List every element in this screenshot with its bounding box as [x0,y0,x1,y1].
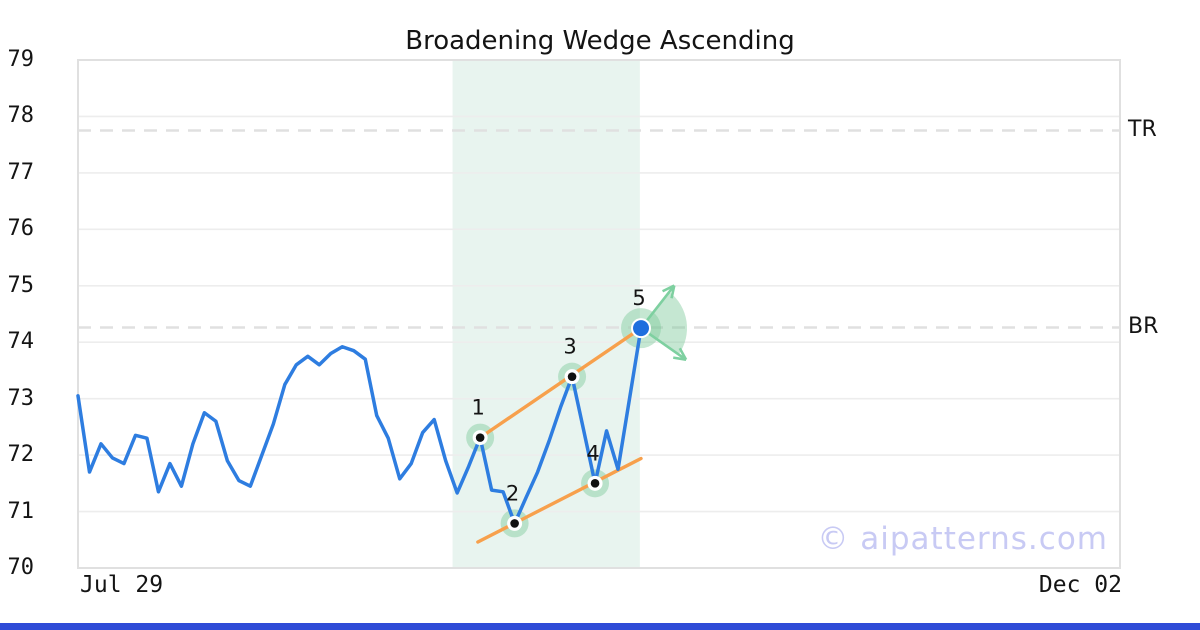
y-tick-label: 75 [7,272,35,298]
y-tick-label: 70 [7,555,35,580]
pivot-marker-dot [567,372,577,381]
chart-title: Broadening Wedge Ascending [405,26,795,56]
x-tick-start: Jul 29 [80,572,164,598]
level-label-TR: TR [1128,116,1157,142]
pattern-point-label: 5 [632,286,645,310]
projection-arrowhead [670,285,676,299]
projection-arrowhead [673,356,687,361]
plot-frame [77,59,1121,569]
pivot-marker-dot [590,479,600,488]
pivot-marker-dot [510,519,519,528]
y-tick-label: 73 [7,385,35,411]
projection-arrowhead [678,347,688,361]
level-label-BR: BR [1128,313,1159,339]
projection-fan [641,291,688,355]
projection-arrowhead [662,284,675,293]
y-tick-label: 78 [7,103,35,129]
price-line [76,326,643,526]
y-tick-label: 74 [7,329,35,355]
trendline-upper [478,326,643,440]
bottom-accent-bar [0,623,1200,630]
y-tick-label: 76 [7,216,35,242]
pattern-point-label: 1 [471,396,484,420]
breakout-marker-dot [633,320,650,337]
pattern-highlight-region [452,60,640,568]
trendline-lower [476,456,643,544]
y-tick-label: 77 [7,159,35,185]
y-tick-label: 71 [7,498,35,524]
pattern-point-label: 3 [563,335,576,359]
pattern-point-label: 2 [506,481,519,505]
watermark: © aipatterns.com [817,521,1108,557]
x-tick-end: Dec 02 [1038,572,1122,598]
y-tick-label: 79 [7,47,35,72]
pivot-marker-dot [475,433,485,442]
y-tick-label: 72 [7,442,35,468]
pattern-point-label: 4 [586,441,599,465]
